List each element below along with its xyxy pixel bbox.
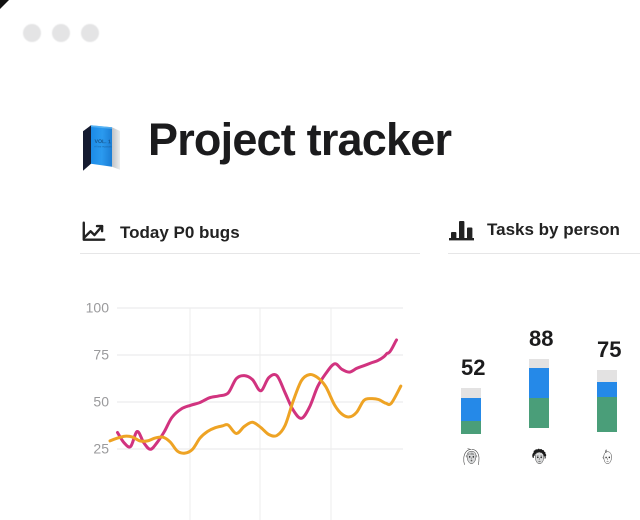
svg-text:50: 50 (93, 394, 109, 410)
svg-text:25: 25 (93, 441, 109, 457)
svg-text:A TIME TRACKER: A TIME TRACKER (94, 145, 112, 148)
svg-text:100: 100 (86, 300, 110, 316)
svg-text:75: 75 (93, 347, 109, 363)
svg-text:VOL. 1: VOL. 1 (94, 139, 111, 145)
